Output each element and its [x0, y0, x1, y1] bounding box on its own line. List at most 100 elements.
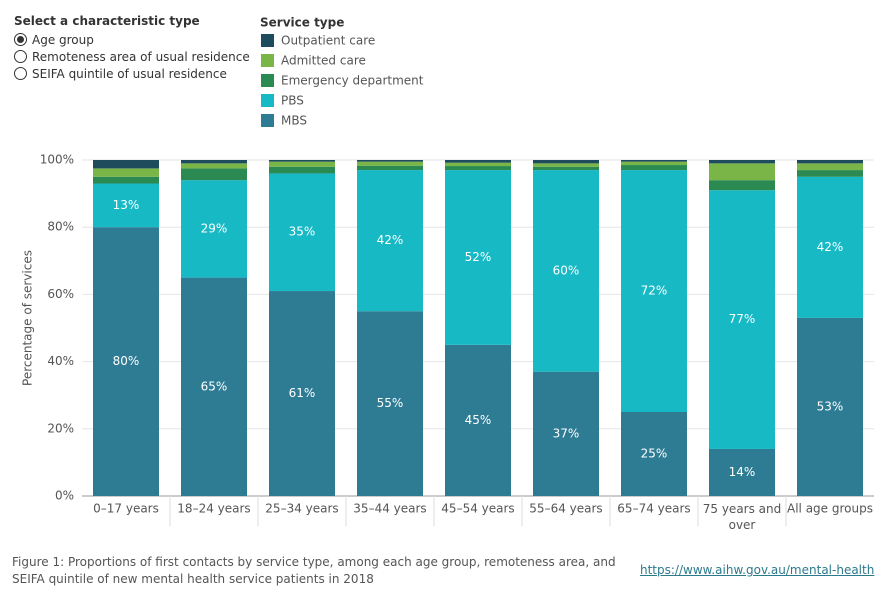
chart: Service type Percentage of services MBS P… — [21, 16, 874, 532]
value-label: 65% — [201, 379, 228, 393]
value-label: 77% — [729, 312, 756, 326]
radio-option[interactable]: SEIFA quintile of usual residence — [14, 65, 250, 82]
legend-label: Emergency department — [281, 74, 424, 88]
value-label: 45% — [465, 413, 492, 427]
legend-title: Service type — [260, 16, 344, 30]
bar-segment — [445, 170, 511, 345]
value-label: 55% — [377, 396, 404, 410]
filter: Select a characteristic type Age group Re… — [14, 14, 250, 82]
value-label: 37% — [553, 426, 580, 440]
value-label: 13% — [113, 198, 140, 212]
value-label: 35% — [289, 225, 316, 239]
bar-segment — [445, 160, 511, 163]
bar-segment — [181, 180, 247, 278]
bar-segment — [797, 163, 863, 171]
legend-label: MBS — [281, 114, 307, 128]
bar-segment — [357, 161, 423, 166]
y-tick-label: 20% — [47, 421, 74, 435]
y-tick-label: 40% — [47, 354, 74, 368]
bar-segment — [357, 160, 423, 162]
bar-segment — [621, 160, 687, 162]
link[interactable]: https://www.aihw.gov.au/mental-health — [640, 563, 875, 577]
bar-segment — [357, 311, 423, 496]
value-label: 72% — [641, 284, 668, 298]
bar-segment — [709, 163, 775, 181]
bar-segment — [93, 183, 159, 228]
bar-segment — [797, 170, 863, 177]
caption: Figure 1: Proportions of first contacts … — [12, 555, 616, 586]
bar-segment — [269, 161, 335, 167]
bar-segment — [621, 161, 687, 166]
bar-segment — [797, 317, 863, 496]
bar-segment — [93, 168, 159, 177]
radio-button[interactable] — [14, 67, 27, 80]
value-label: 53% — [817, 399, 844, 413]
bar-segment — [797, 176, 863, 318]
bar-segment — [533, 371, 599, 496]
bar-segment — [533, 163, 599, 167]
legend-swatch — [261, 94, 274, 107]
x-tick-label: 55–64 years — [529, 502, 602, 516]
bar-segment — [709, 190, 775, 449]
bar-segment — [621, 412, 687, 496]
x-tick-label: 45–54 years — [441, 502, 514, 516]
y-tick-label: 0% — [55, 489, 74, 503]
bar-segment — [93, 176, 159, 184]
y-axis-title: Percentage of services — [21, 250, 35, 386]
bar-segment — [709, 180, 775, 191]
y-tick-label: 100% — [40, 153, 74, 167]
x-tick-label: 65–74 years — [617, 502, 690, 516]
radio-label[interactable]: Remoteness area of usual residence — [32, 49, 250, 64]
value-label: 25% — [641, 447, 668, 461]
x-tick-label: 35–44 years — [353, 502, 426, 516]
x-tick-label: 0–17 years — [93, 502, 159, 516]
y-tick-label: 80% — [47, 220, 74, 234]
radio-label[interactable]: Age group — [32, 32, 94, 47]
bar-segment — [709, 448, 775, 496]
bar-segment — [445, 166, 511, 171]
radio-option[interactable]: Age group — [14, 31, 250, 48]
value-label: 29% — [201, 221, 228, 235]
legend-label: Admitted care — [281, 54, 366, 68]
legend-label: Outpatient care — [281, 34, 375, 48]
legend-label: PBS — [281, 94, 304, 108]
bar-segment — [181, 277, 247, 496]
bar-segment — [357, 170, 423, 312]
legend-swatch — [261, 74, 274, 87]
bar-segment — [269, 166, 335, 174]
bar-segment — [533, 160, 599, 164]
bar-segment — [445, 344, 511, 496]
legend-swatch — [261, 114, 274, 127]
filter-title: Select a characteristic type — [14, 14, 200, 28]
bar-segment — [93, 160, 159, 169]
value-label: 14% — [729, 465, 756, 479]
x-tick-label: All age groups — [787, 502, 873, 516]
bar-segment — [93, 227, 159, 496]
radio-label[interactable]: SEIFA quintile of usual residence — [32, 66, 227, 81]
legend-swatch — [261, 34, 274, 47]
bar-segment — [357, 165, 423, 171]
radio-option[interactable]: Remoteness area of usual residence — [14, 48, 250, 65]
bar-segment — [269, 291, 335, 496]
value-label: 42% — [377, 233, 404, 247]
radio-button[interactable] — [14, 50, 27, 63]
value-label: 60% — [553, 263, 580, 277]
value-label: 61% — [289, 386, 316, 400]
x-tick-label: 18–24 years — [177, 502, 250, 516]
bar-segment — [181, 163, 247, 169]
radio-button[interactable] — [14, 33, 27, 46]
y-tick-label: 60% — [47, 287, 74, 301]
bar-segment — [181, 160, 247, 164]
bar-segment — [533, 170, 599, 372]
legend-swatch — [261, 54, 274, 67]
bar-segment — [533, 166, 599, 171]
bar-segment — [445, 162, 511, 167]
value-label: 42% — [817, 240, 844, 254]
bar-segment — [269, 173, 335, 292]
bar-segment — [621, 170, 687, 412]
bar-segment — [709, 160, 775, 164]
bar-segment — [269, 160, 335, 162]
bar-segment — [181, 168, 247, 181]
value-label: 80% — [113, 354, 140, 368]
